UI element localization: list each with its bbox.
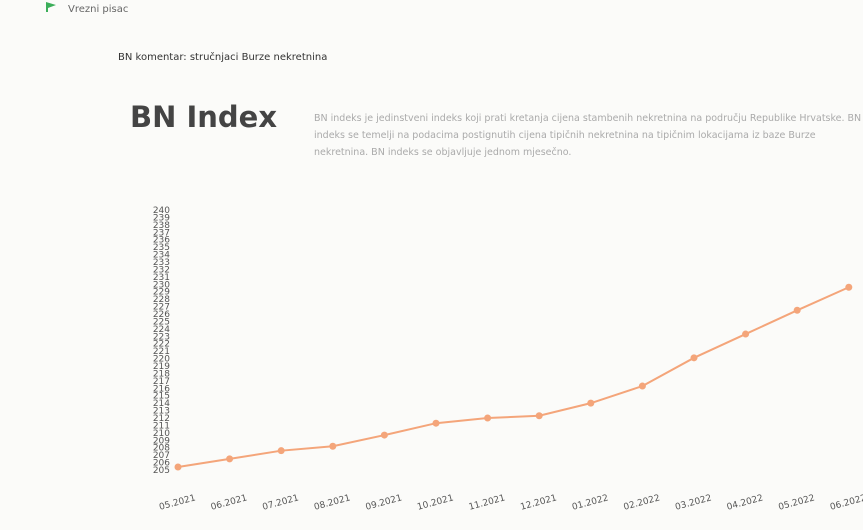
y-tick-label: 223: [153, 332, 170, 342]
y-tick-label: 214: [153, 399, 170, 409]
y-tick-label: 225: [153, 317, 170, 327]
point: [484, 414, 492, 422]
y-tick-label: 213: [153, 407, 170, 417]
y-tick-label: 228: [153, 295, 170, 305]
y-tick-label: 224: [153, 325, 170, 335]
y-tick-label: 212: [153, 414, 170, 424]
point: [174, 463, 182, 471]
y-tick-label: 232: [153, 265, 170, 275]
y-tick-label: 211: [153, 421, 170, 431]
y-tick-label: 235: [153, 243, 170, 253]
y-tick-label: 217: [153, 377, 170, 387]
point: [845, 283, 853, 291]
y-tick-label: 227: [153, 303, 170, 313]
y-tick-label: 234: [153, 251, 170, 261]
x-tick-label: 10.2021: [416, 493, 455, 512]
y-tick-label: 233: [153, 258, 170, 268]
site-name[interactable]: Vrezni pisac: [68, 4, 129, 15]
x-tick-label: 05.2022: [777, 493, 816, 512]
y-tick-label: 207: [153, 451, 170, 461]
x-tick-label: 06.2021: [210, 493, 249, 512]
y-tick-label: 219: [153, 362, 170, 372]
description: BN indeks je jedinstveni indeks koji pra…: [314, 113, 862, 158]
point: [329, 442, 337, 450]
x-tick-label: 08.2021: [313, 493, 352, 512]
x-tick-label: 06.2022: [829, 493, 863, 512]
point: [226, 455, 234, 463]
y-tick-label: 210: [153, 429, 170, 439]
point: [535, 412, 543, 420]
y-tick-label: 222: [153, 340, 170, 350]
y-tick-label: 215: [153, 392, 170, 402]
y-tick-label: 209: [153, 436, 170, 446]
y-tick-label: 240: [153, 206, 170, 216]
y-tick-label: 226: [153, 310, 170, 320]
point: [587, 399, 595, 407]
point: [793, 306, 801, 314]
y-tick-label: 205: [153, 466, 170, 476]
y-tick-label: 239: [153, 213, 170, 223]
point: [638, 382, 646, 390]
x-tick-label: 03.2022: [674, 493, 713, 512]
y-tick-label: 237: [153, 228, 170, 238]
x-tick-label: 04.2022: [726, 493, 765, 512]
y-tick-label: 229: [153, 288, 170, 298]
x-tick-label: 01.2022: [571, 493, 610, 512]
y-tick-label: 216: [153, 384, 170, 394]
point: [690, 354, 698, 362]
point: [742, 330, 750, 338]
y-tick-label: 236: [153, 236, 170, 246]
x-tick-label: 02.2022: [623, 493, 662, 512]
point: [277, 447, 285, 455]
y-tick-label: 231: [153, 273, 170, 283]
point: [380, 431, 388, 439]
y-tick-label: 238: [153, 221, 170, 231]
x-tick-label: 09.2021: [365, 493, 404, 512]
x-tick-label: 05.2021: [158, 493, 197, 512]
y-tick-label: 221: [153, 347, 170, 357]
y-tick-label: 220: [153, 355, 170, 365]
line: [177, 286, 850, 469]
breadcrumb[interactable]: BN komentar: stručnjaci Burze nekretnina: [118, 52, 328, 63]
point: [432, 419, 440, 427]
y-tick-label: 208: [153, 444, 170, 454]
y-tick-label: 206: [153, 459, 170, 469]
page-title: BN Index: [130, 100, 278, 134]
x-tick-label: 11.2021: [468, 493, 507, 512]
y-tick-label: 218: [153, 369, 170, 379]
y-tick-label: 230: [153, 280, 170, 290]
x-tick-label: 12.2021: [519, 493, 558, 512]
x-tick-label: 07.2021: [261, 493, 300, 512]
